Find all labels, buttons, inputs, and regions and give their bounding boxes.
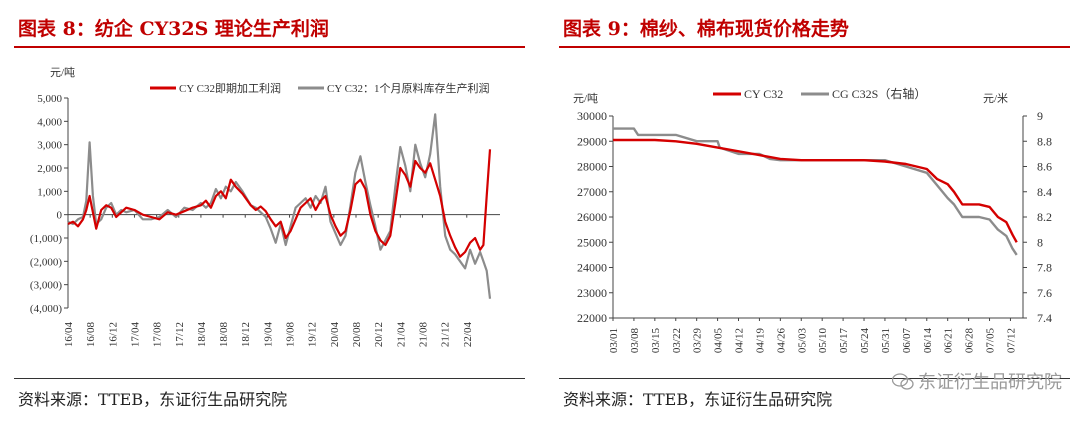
left-y-tick-label: (4,000) [30,303,62,315]
left-x-tick-label: 17/08 [152,322,164,348]
wechat-icon [892,373,914,390]
left-figure-title: 图表 8：纺企 CY32S 理论生产利润 [18,18,329,40]
left-legend-label-2: CY C32：1个月原料库存生产利润 [327,81,489,95]
left-x-tick-label: 16/08 [85,322,97,348]
right-legend-label-1: CY C32 [744,87,783,101]
right-y2-tick-label: 8.6 [1037,160,1052,174]
right-x-tick-label: 03/15 [650,328,662,354]
right-x-tick-label: 04/19 [754,328,766,354]
left-series-line-red [67,149,492,258]
right-x-tick-label: 06/14 [922,328,934,354]
left-y-tick-label: 1,000 [37,186,62,198]
right-x-tick-label: 07/05 [985,328,997,354]
left-x-tick-label: 18/12 [240,322,252,347]
right-y-tick-label: 30000 [577,109,607,123]
left-x-tick-label: 19/12 [307,322,319,347]
right-series-line-grey [613,127,1018,256]
right-x-tick-label: 05/31 [880,328,892,353]
right-y2-tick-label: 9 [1037,109,1043,123]
right-x-tick-label: 05/03 [796,328,808,354]
right-y-tick-label: 25000 [577,235,607,249]
right-x-tick-label: 06/21 [943,328,955,353]
left-y-tick-label: 4,000 [37,116,62,128]
left-x-tick-label: 17/12 [174,322,186,347]
right-y-tick-label: 26000 [577,210,607,224]
left-source-note: 资料来源：TTEB，东证衍生品研究院 [18,390,288,409]
left-x-tick-label: 17/04 [129,322,141,348]
right-x-tick-label: 05/17 [838,328,850,354]
left-y-tick-label: 3,000 [37,140,62,152]
left-chart: 元/吨 5,000 4,000 3,000 2,000 1,000 0 (1,000) (2,0… [30,66,500,348]
left-x-tick-label: 21/12 [440,322,452,347]
right-y2-tick-label: 7.8 [1037,261,1052,275]
left-x-tick-label: 19/08 [285,322,297,348]
right-x-tick-label: 06/28 [964,328,976,354]
right-y-tick-label: 29000 [577,134,607,148]
left-x-tick-label: 20/08 [351,322,363,348]
left-x-tick-label: 19/04 [262,322,274,348]
right-x-tick-label: 04/26 [775,328,787,354]
left-title-rule [14,46,525,48]
right-y-tick-label: 23000 [577,286,607,300]
right-x-tick-label: 05/10 [817,328,829,354]
right-x-tick-label: 04/12 [734,328,746,353]
right-y2-tick-label: 7.6 [1037,286,1052,300]
right-x-tick-label: 03/29 [692,328,704,354]
right-x-tick-label: 03/01 [608,328,620,353]
left-legend-label-1: CY C32即期加工利润 [179,81,281,95]
right-y2-tick-label: 8.4 [1037,185,1052,199]
right-figure-title: 图表 9：棉纱、棉布现货价格走势 [563,18,849,40]
watermark: 东证衍生品研究院 [892,368,1062,394]
right-x-tick-label: 04/05 [713,328,725,354]
left-figure: 图表 8：纺企 CY32S 理论生产利润 元/吨 5,000 4,000 3,000 2… [0,0,535,430]
left-series-line-grey [67,113,492,299]
left-x-tick-label: 18/08 [218,322,230,348]
watermark-text: 东证衍生品研究院 [918,372,1062,393]
right-y2-tick-label: 8.2 [1037,210,1052,224]
right-y2-tick-label: 7.4 [1037,311,1052,325]
right-y2-tick-label: 8.8 [1037,134,1052,148]
right-y-tick-label: 24000 [577,261,607,275]
left-x-tick-label: 21/08 [417,322,429,348]
right-source-note: 资料来源：TTEB，东证衍生品研究院 [563,390,833,409]
left-y-tick-label: 2,000 [37,163,62,175]
left-x-tick-label: 21/04 [395,322,407,348]
right-y-tick-label: 27000 [577,185,607,199]
right-y-tick-label: 28000 [577,160,607,174]
right-x-tick-label: 07/12 [1005,328,1017,353]
right-y2-unit-label: 元/米 [983,92,1008,105]
left-x-tick-label: 16/12 [107,322,119,347]
left-y-tick-label: 0 [57,210,63,222]
left-y-unit-label: 元/吨 [50,66,75,79]
right-y2-tick-label: 8 [1037,235,1043,249]
left-x-tick-label: 20/12 [373,322,385,347]
left-y-tick-label: 5,000 [37,93,62,105]
left-y-tick-label: (1,000) [30,233,62,245]
right-title-rule [559,46,1070,48]
right-source-rule [559,378,1070,379]
left-source-rule [14,378,525,379]
right-y-unit-label: 元/吨 [573,92,598,105]
left-x-tick-label: 16/04 [63,322,75,348]
right-figure: 图表 9：棉纱、棉布现货价格走势 元/吨 元/米 30000 29000 28000 27… [545,0,1080,430]
right-series-line-red [613,138,1018,243]
left-y-tick-label: (3,000) [30,280,62,292]
left-x-tick-label: 22/04 [462,322,474,348]
right-y-tick-label: 22000 [577,311,607,325]
left-y-tick-label: (2,000) [30,256,62,268]
left-x-tick-label: 18/04 [196,322,208,348]
right-x-tick-label: 05/24 [859,328,871,354]
right-x-tick-label: 06/07 [901,328,913,354]
right-x-tick-label: 03/22 [671,328,683,353]
right-chart: 元/吨 元/米 30000 29000 28000 27000 26000 25000 2400… [573,86,1052,354]
left-x-tick-label: 20/04 [329,322,341,348]
right-x-tick-label: 03/08 [629,328,641,354]
right-legend-label-2: CG C32S（右轴） [832,86,926,101]
